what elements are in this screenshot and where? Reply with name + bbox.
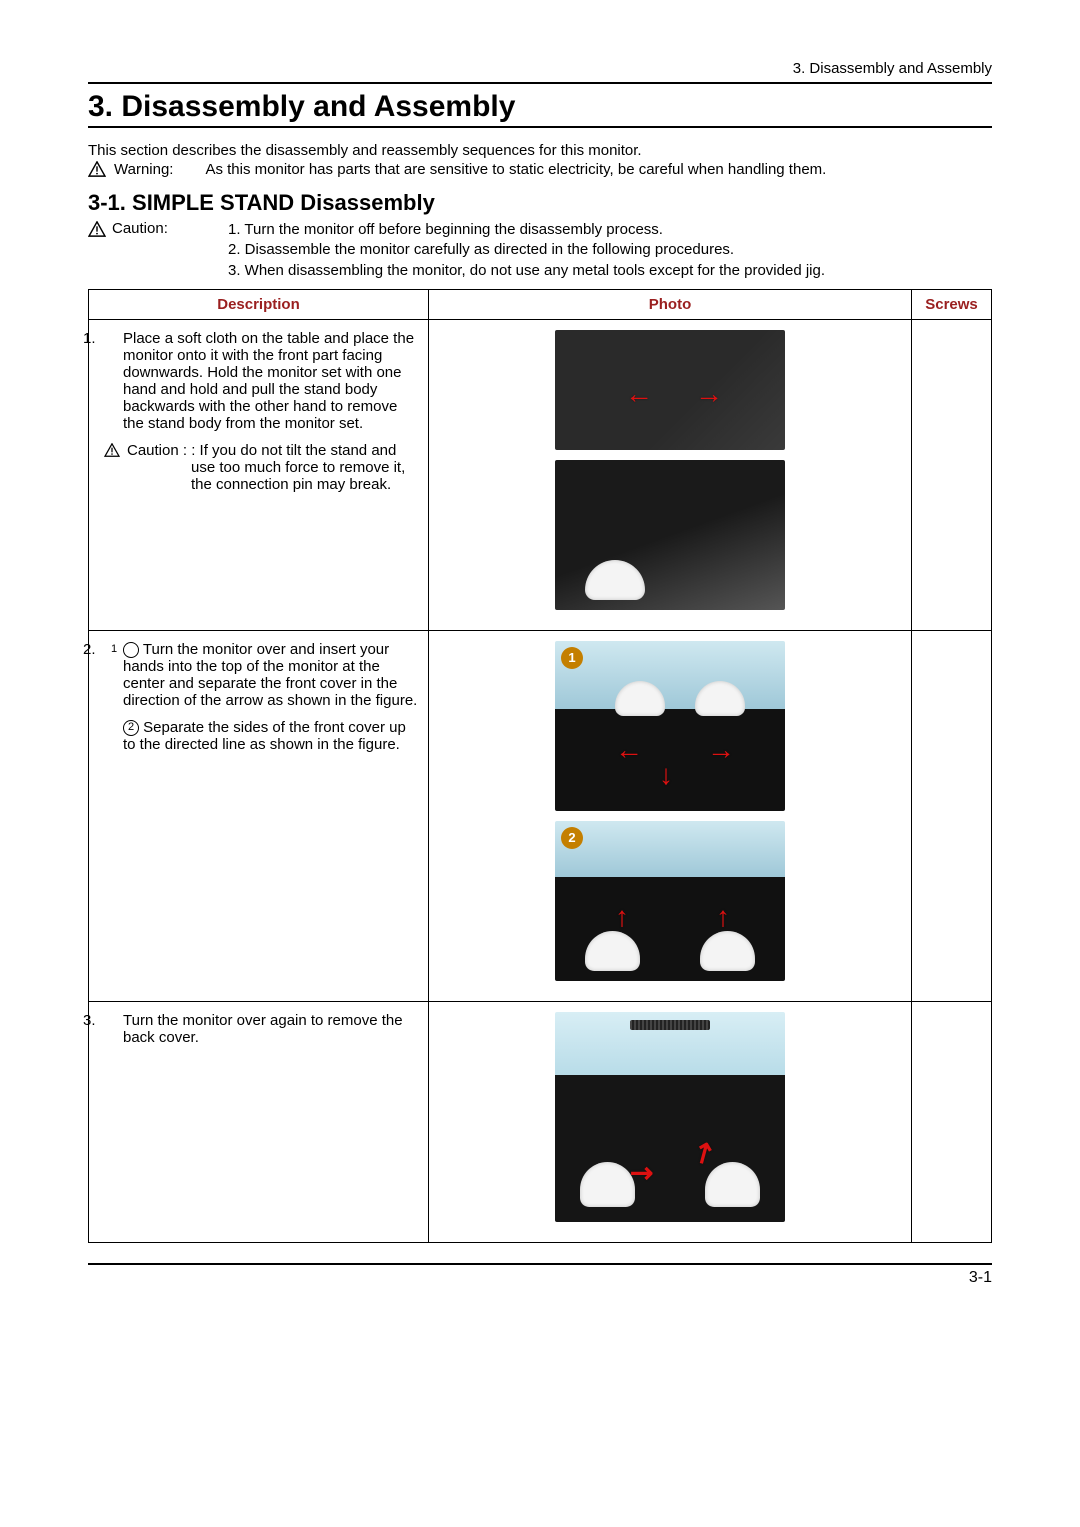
subsection-title: 3-1. SIMPLE STAND Disassembly <box>88 190 992 216</box>
photo-label-2: 2 <box>561 827 583 849</box>
caution-icon <box>88 221 106 237</box>
section-title: 3. Disassembly and Assembly <box>88 90 992 124</box>
footer-rule <box>88 1263 992 1265</box>
intro-text: This section describes the disassembly a… <box>88 142 992 159</box>
page-number: 3-1 <box>88 1269 992 1287</box>
photo-step1-a: ← → <box>555 330 785 450</box>
step-1-desc: 1.Place a soft cloth on the table and pl… <box>103 330 418 432</box>
step-2-desc-b: 2 Separate the sides of the front cover … <box>103 719 418 753</box>
caution-block: Caution: 1. Turn the monitor off before … <box>88 220 992 281</box>
caution-list: 1. Turn the monitor off before beginning… <box>228 220 825 281</box>
screws-cell <box>912 630 992 1001</box>
photo-step2-b: 2 ↑ ↑ <box>555 821 785 981</box>
photo-step2-a: 1 ← → ↓ <box>555 641 785 811</box>
step-3-desc: 3.Turn the monitor over again to remove … <box>103 1012 418 1046</box>
vent-graphic <box>630 1020 710 1030</box>
title-underline <box>88 126 992 128</box>
screws-cell <box>912 319 992 630</box>
warning-line: Warning: As this monitor has parts that … <box>88 161 992 178</box>
step-2-desc: 2.1 Turn the monitor over and insert you… <box>103 641 418 709</box>
table-row: 2.1 Turn the monitor over and insert you… <box>89 630 992 1001</box>
disassembly-table: Description Photo Screws 1.Place a soft … <box>88 289 992 1243</box>
warning-text: As this monitor has parts that are sensi… <box>205 161 826 178</box>
screws-cell <box>912 1001 992 1242</box>
photo-step1-b <box>555 460 785 610</box>
running-header: 3. Disassembly and Assembly <box>793 60 992 77</box>
top-rule <box>88 82 992 84</box>
caution-icon <box>103 442 121 458</box>
table-row: 1.Place a soft cloth on the table and pl… <box>89 319 992 630</box>
photo-step3: ↗ ↗ <box>555 1012 785 1222</box>
caution-label: Caution: <box>112 220 168 237</box>
caution-item: 1. Turn the monitor off before beginning… <box>228 220 825 240</box>
table-row: 3.Turn the monitor over again to remove … <box>89 1001 992 1242</box>
th-screws: Screws <box>912 289 992 319</box>
caution-item: 3. When disassembling the monitor, do no… <box>228 261 825 281</box>
photo-label-1: 1 <box>561 647 583 669</box>
step-1-caution: Caution : : If you do not tilt the stand… <box>103 442 418 493</box>
warning-label: Warning: <box>114 161 173 178</box>
th-photo: Photo <box>429 289 912 319</box>
warning-icon <box>88 161 106 177</box>
caution-item: 2. Disassemble the monitor carefully as … <box>228 240 825 260</box>
th-description: Description <box>89 289 429 319</box>
